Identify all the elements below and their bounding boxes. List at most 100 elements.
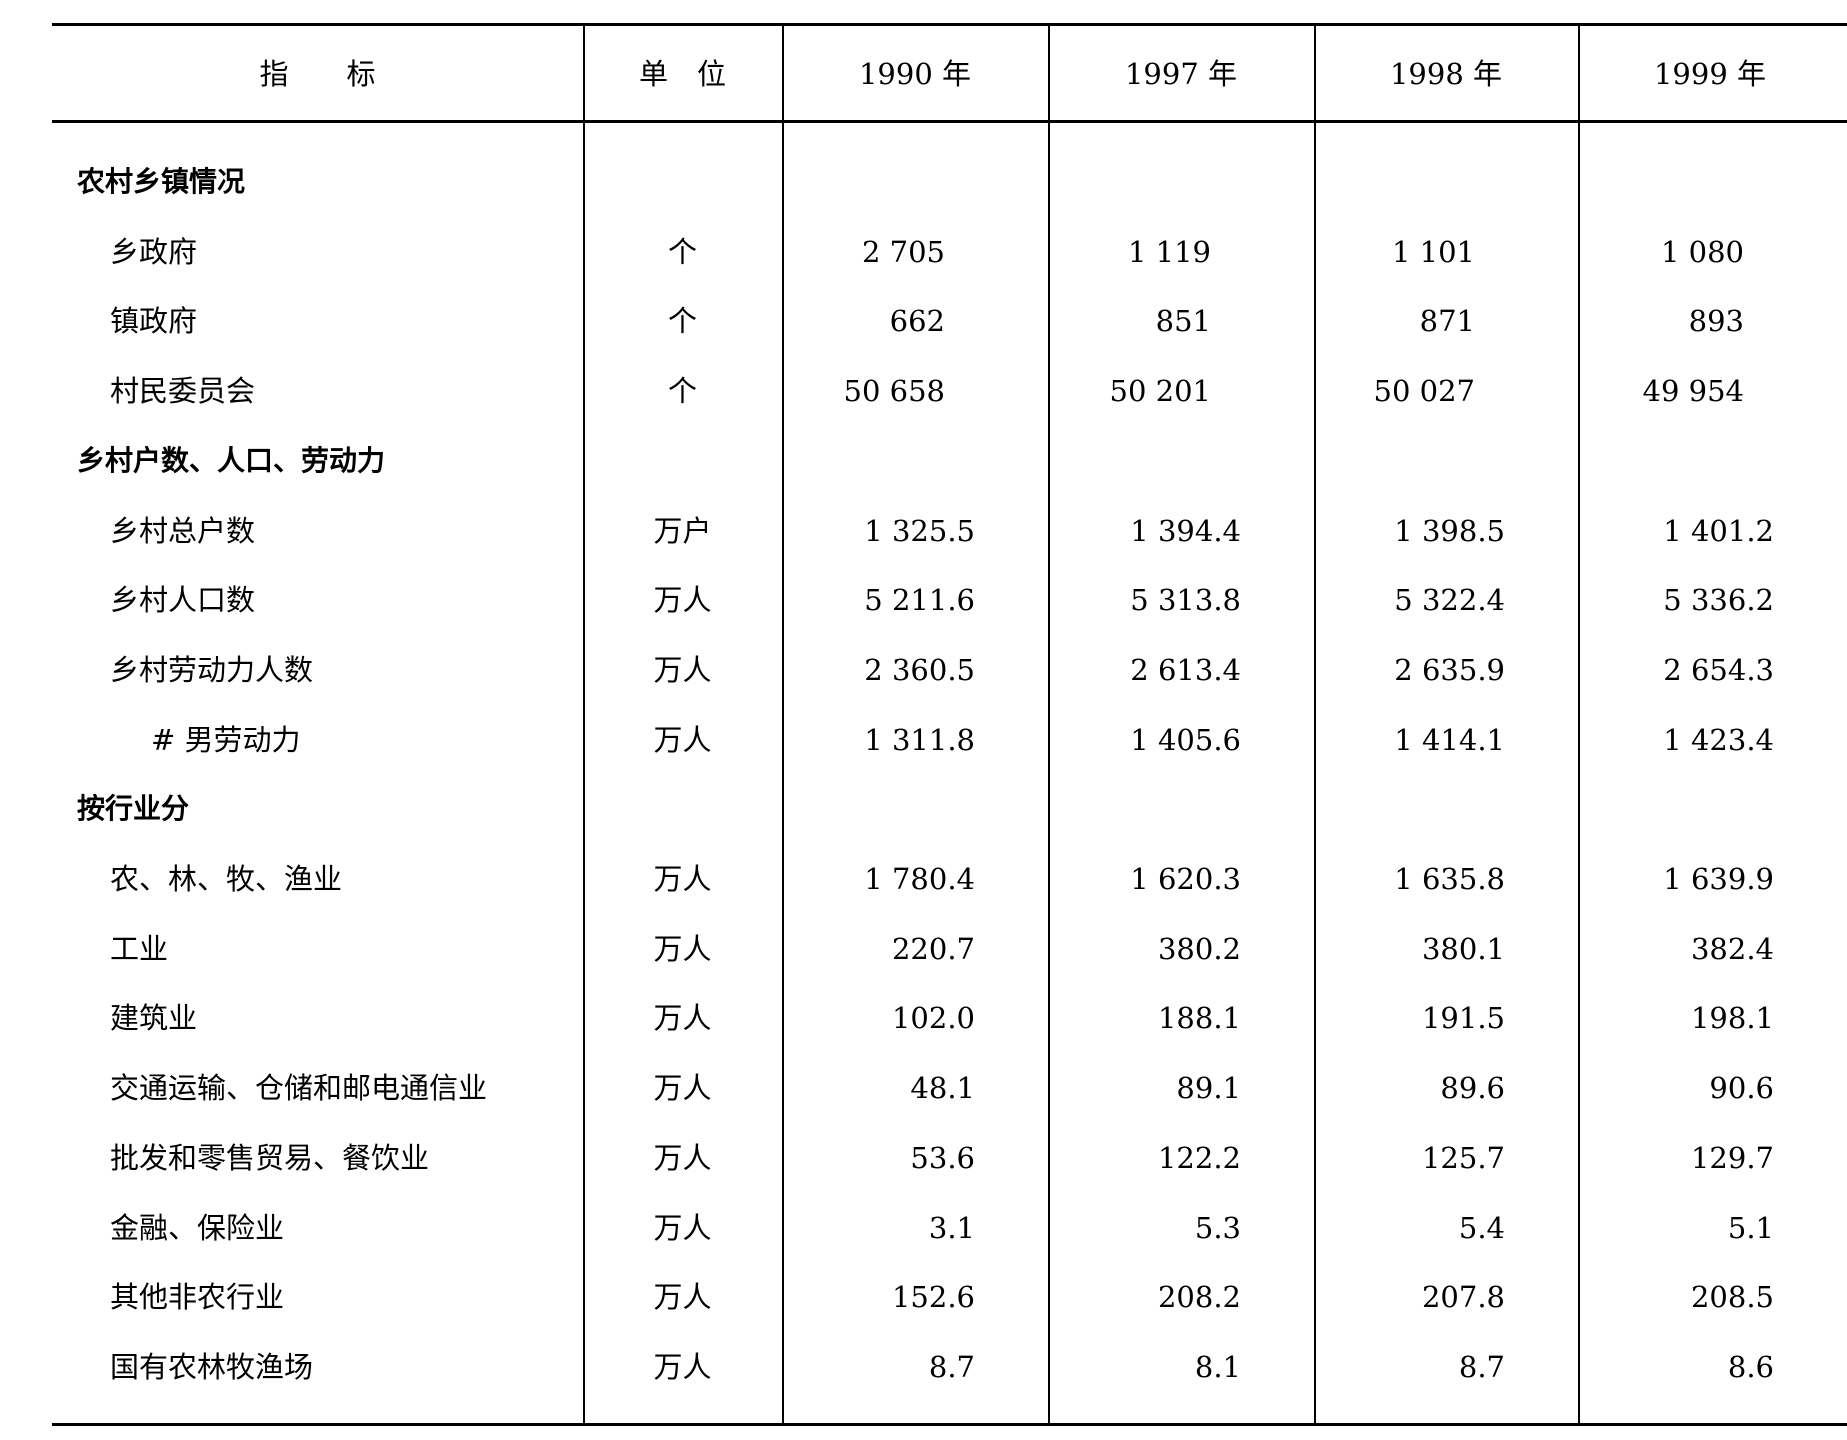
header-rule (52, 120, 1847, 123)
section-heading: 按行业分 (77, 792, 190, 825)
row-value: 208.5 (1690, 1280, 1774, 1314)
bottom-rule (52, 1423, 1847, 1426)
row-unit: 万人 (653, 723, 712, 757)
row-value: 1 401.2 (1663, 514, 1774, 548)
row-value: 2 613.4 (1130, 653, 1241, 687)
row-value: 1 414.1 (1394, 723, 1505, 757)
row-value: 3.1 (928, 1211, 975, 1245)
row-value: 5.3 (1194, 1211, 1241, 1245)
row-value: 380.2 (1157, 932, 1241, 966)
row-value: 5.4 (1458, 1211, 1505, 1245)
row-unit: 万人 (653, 653, 712, 687)
row-value: 893 (1688, 304, 1744, 338)
section-heading: 乡村户数、人口、劳动力 (77, 444, 386, 477)
row-value: 5 313.8 (1130, 583, 1241, 617)
row-value: 48.1 (910, 1071, 975, 1105)
row-value: 89.1 (1176, 1071, 1241, 1105)
header-year: 1999 年 (1653, 57, 1767, 91)
row-value: 1 398.5 (1394, 514, 1505, 548)
row-label: 农、林、牧、渔业 (110, 862, 343, 896)
row-label: 交通运输、仓储和邮电通信业 (110, 1071, 488, 1105)
row-value: 2 705 (861, 235, 945, 269)
row-unit: 万人 (653, 1001, 712, 1035)
row-value: 2 654.3 (1663, 653, 1774, 687)
row-value: 1 080 (1660, 235, 1744, 269)
header-unit: 单 位 (638, 57, 726, 91)
row-value: 220.7 (891, 932, 975, 966)
row-value: 1 635.8 (1394, 862, 1505, 896)
row-value: 8.7 (1458, 1350, 1505, 1384)
row-value: 8.6 (1727, 1350, 1774, 1384)
row-value: 191.5 (1421, 1001, 1505, 1035)
row-value: 89.6 (1440, 1071, 1505, 1105)
row-value: 122.2 (1157, 1141, 1241, 1175)
row-value: 5 211.6 (864, 583, 975, 617)
header-year: 1997 年 (1124, 57, 1238, 91)
row-value: 125.7 (1421, 1141, 1505, 1175)
row-unit: 万人 (653, 1071, 712, 1105)
row-value: 1 101 (1391, 235, 1475, 269)
row-value: 1 620.3 (1130, 862, 1241, 896)
row-value: 152.6 (891, 1280, 975, 1314)
row-value: 1 639.9 (1663, 862, 1774, 896)
column-divider (1578, 24, 1580, 1425)
column-divider (782, 24, 784, 1425)
row-value: 1 423.4 (1663, 723, 1774, 757)
row-unit: 个 (667, 374, 697, 408)
row-value: 1 311.8 (864, 723, 975, 757)
row-unit: 万人 (653, 583, 712, 617)
row-label: 建筑业 (110, 1001, 198, 1035)
row-unit: 万人 (653, 862, 712, 896)
row-label: 乡村总户数 (110, 514, 256, 548)
row-value: 198.1 (1690, 1001, 1774, 1035)
row-value: 5.1 (1727, 1211, 1774, 1245)
row-value: 1 325.5 (864, 514, 975, 548)
row-value: 102.0 (891, 1001, 975, 1035)
top-rule (52, 23, 1847, 26)
row-unit: 万人 (653, 1141, 712, 1175)
row-value: 53.6 (910, 1141, 975, 1175)
row-value: 851 (1155, 304, 1211, 338)
row-value: 50 201 (1109, 374, 1211, 408)
row-value: 50 658 (843, 374, 945, 408)
row-value: 90.6 (1709, 1071, 1774, 1105)
row-label: 乡政府 (110, 235, 198, 269)
row-value: 8.1 (1194, 1350, 1241, 1384)
row-value: 1 119 (1127, 235, 1211, 269)
section-heading: 农村乡镇情况 (77, 165, 246, 198)
row-value: 1 394.4 (1130, 514, 1241, 548)
row-value: 208.2 (1157, 1280, 1241, 1314)
column-divider (583, 24, 585, 1425)
row-value: 382.4 (1690, 932, 1774, 966)
row-label: 村民委员会 (110, 374, 256, 408)
column-divider (1048, 24, 1050, 1425)
row-label: 国有农林牧渔场 (110, 1350, 314, 1384)
row-unit: 万人 (653, 1350, 712, 1384)
row-unit: 万人 (653, 1211, 712, 1245)
row-label: 其他非农行业 (110, 1280, 285, 1314)
row-value: 207.8 (1421, 1280, 1505, 1314)
header-year: 1998 年 (1389, 57, 1503, 91)
column-divider (1314, 24, 1316, 1425)
row-label: 镇政府 (110, 304, 198, 338)
row-unit: 万人 (653, 932, 712, 966)
row-value: 50 027 (1373, 374, 1475, 408)
row-unit: 万户 (653, 514, 712, 548)
header-indicator: 指 标 (259, 57, 376, 91)
row-value: 8.7 (928, 1350, 975, 1384)
row-value: 662 (889, 304, 945, 338)
row-value: 380.1 (1421, 932, 1505, 966)
row-value: 871 (1419, 304, 1475, 338)
row-label: 批发和零售贸易、餐饮业 (110, 1141, 430, 1175)
row-value: 1 780.4 (864, 862, 975, 896)
header-year: 1990 年 (858, 57, 972, 91)
row-label: 金融、保险业 (110, 1211, 285, 1245)
row-label: 乡村人口数 (110, 583, 256, 617)
row-label: 工业 (110, 932, 169, 966)
row-value: 2 635.9 (1394, 653, 1505, 687)
row-value: 49 954 (1642, 374, 1744, 408)
row-value: 5 336.2 (1663, 583, 1774, 617)
row-value: 129.7 (1690, 1141, 1774, 1175)
row-unit: 个 (667, 235, 697, 269)
row-unit: 个 (667, 304, 697, 338)
